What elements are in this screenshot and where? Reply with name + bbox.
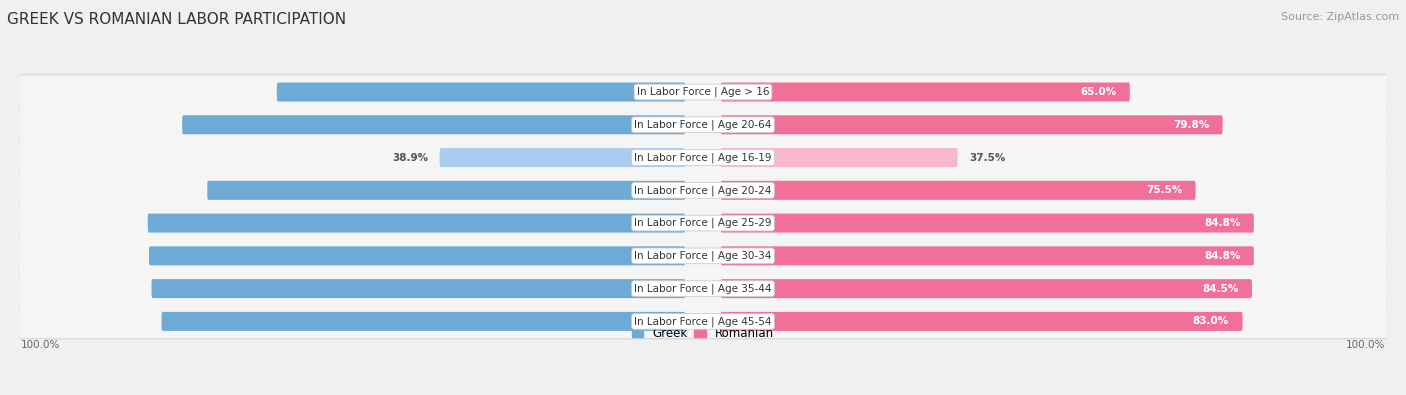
Text: 84.9%: 84.9%: [636, 284, 672, 293]
Text: 84.5%: 84.5%: [1202, 284, 1239, 293]
FancyBboxPatch shape: [152, 279, 685, 298]
Text: 38.9%: 38.9%: [392, 152, 427, 163]
FancyBboxPatch shape: [721, 312, 1243, 331]
Text: In Labor Force | Age 16-19: In Labor Force | Age 16-19: [634, 152, 772, 163]
FancyBboxPatch shape: [721, 115, 1223, 134]
FancyBboxPatch shape: [20, 303, 1386, 339]
Text: 65.0%: 65.0%: [1080, 87, 1116, 97]
Text: In Labor Force | Age 45-54: In Labor Force | Age 45-54: [634, 316, 772, 327]
FancyBboxPatch shape: [20, 205, 1386, 241]
Text: 84.8%: 84.8%: [1204, 251, 1240, 261]
Text: In Labor Force | Age 20-24: In Labor Force | Age 20-24: [634, 185, 772, 196]
FancyBboxPatch shape: [20, 172, 1386, 208]
FancyBboxPatch shape: [721, 83, 1130, 102]
Text: In Labor Force | Age > 16: In Labor Force | Age > 16: [637, 87, 769, 97]
Text: 85.3%: 85.3%: [636, 251, 672, 261]
FancyBboxPatch shape: [20, 141, 1386, 174]
Text: 79.8%: 79.8%: [1173, 120, 1209, 130]
FancyBboxPatch shape: [148, 214, 685, 233]
FancyBboxPatch shape: [20, 305, 1386, 338]
Legend: Greek, Romanian: Greek, Romanian: [627, 322, 779, 344]
FancyBboxPatch shape: [721, 148, 957, 167]
FancyBboxPatch shape: [721, 214, 1254, 233]
Text: 37.5%: 37.5%: [969, 152, 1005, 163]
Text: 83.0%: 83.0%: [1192, 316, 1229, 326]
Text: 83.3%: 83.3%: [636, 316, 672, 326]
Text: In Labor Force | Age 30-34: In Labor Force | Age 30-34: [634, 250, 772, 261]
FancyBboxPatch shape: [20, 238, 1386, 274]
Text: 100.0%: 100.0%: [20, 340, 59, 350]
Text: 75.5%: 75.5%: [1146, 185, 1182, 195]
FancyBboxPatch shape: [20, 107, 1386, 143]
FancyBboxPatch shape: [183, 115, 685, 134]
FancyBboxPatch shape: [277, 83, 685, 102]
FancyBboxPatch shape: [20, 206, 1386, 240]
FancyBboxPatch shape: [207, 181, 685, 200]
Text: 85.5%: 85.5%: [636, 218, 672, 228]
FancyBboxPatch shape: [721, 181, 1195, 200]
FancyBboxPatch shape: [20, 74, 1386, 110]
Text: In Labor Force | Age 35-44: In Labor Force | Age 35-44: [634, 283, 772, 294]
Text: GREEK VS ROMANIAN LABOR PARTICIPATION: GREEK VS ROMANIAN LABOR PARTICIPATION: [7, 12, 346, 27]
Text: 80.0%: 80.0%: [636, 120, 672, 130]
FancyBboxPatch shape: [440, 148, 685, 167]
FancyBboxPatch shape: [149, 246, 685, 265]
Text: 64.9%: 64.9%: [636, 87, 672, 97]
Text: Source: ZipAtlas.com: Source: ZipAtlas.com: [1281, 12, 1399, 22]
FancyBboxPatch shape: [20, 108, 1386, 141]
FancyBboxPatch shape: [20, 272, 1386, 305]
Text: 76.0%: 76.0%: [636, 185, 672, 195]
FancyBboxPatch shape: [162, 312, 685, 331]
FancyBboxPatch shape: [20, 239, 1386, 273]
FancyBboxPatch shape: [20, 75, 1386, 109]
Text: 84.8%: 84.8%: [1204, 218, 1240, 228]
FancyBboxPatch shape: [20, 174, 1386, 207]
FancyBboxPatch shape: [721, 246, 1254, 265]
FancyBboxPatch shape: [721, 279, 1251, 298]
Text: In Labor Force | Age 25-29: In Labor Force | Age 25-29: [634, 218, 772, 228]
FancyBboxPatch shape: [20, 271, 1386, 307]
Text: In Labor Force | Age 20-64: In Labor Force | Age 20-64: [634, 120, 772, 130]
FancyBboxPatch shape: [20, 139, 1386, 175]
Text: 100.0%: 100.0%: [1347, 340, 1386, 350]
